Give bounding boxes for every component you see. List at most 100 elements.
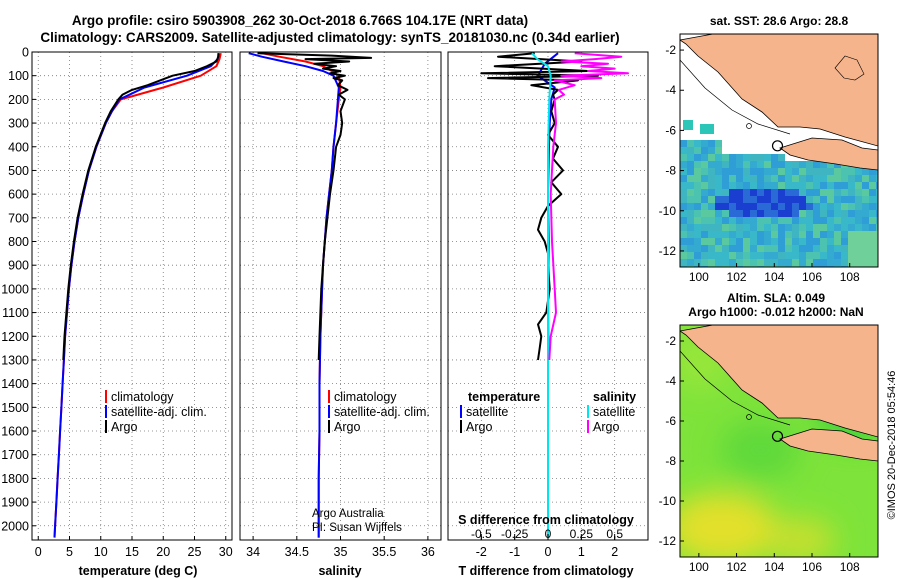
sst-cell bbox=[869, 245, 876, 252]
sst-cell bbox=[729, 203, 736, 210]
sst-cell bbox=[848, 238, 855, 245]
sla-map-frame bbox=[679, 324, 879, 558]
sst-cell bbox=[813, 259, 820, 266]
y-tick-label: 1800 bbox=[1, 472, 29, 486]
java-land bbox=[779, 428, 878, 462]
sst-cell bbox=[834, 168, 841, 175]
sst-cell bbox=[827, 182, 834, 189]
sst-cell bbox=[855, 210, 862, 217]
sst-cell bbox=[729, 154, 736, 161]
annotation-pi: PI: Susan Wijffels bbox=[312, 522, 402, 534]
sst-cell bbox=[736, 189, 743, 196]
sst-cell bbox=[813, 161, 820, 168]
sst-cell bbox=[792, 210, 799, 217]
sst-cell bbox=[806, 231, 813, 238]
sst-cell bbox=[722, 161, 729, 168]
sst-cell bbox=[841, 245, 848, 252]
bathymetry-contour bbox=[680, 350, 791, 426]
sst-cell bbox=[785, 224, 792, 231]
sst-cell bbox=[743, 259, 750, 266]
sst-cell bbox=[722, 182, 729, 189]
sst-cell bbox=[694, 203, 701, 210]
sst-cell bbox=[687, 245, 694, 252]
sst-cell bbox=[708, 245, 715, 252]
sst-cell bbox=[687, 231, 694, 238]
sst-cell bbox=[743, 196, 750, 203]
sst-cell bbox=[771, 210, 778, 217]
sst-cell bbox=[729, 175, 736, 182]
sst-cell bbox=[757, 224, 764, 231]
sst-cell bbox=[694, 182, 701, 189]
sst-cell bbox=[792, 182, 799, 189]
sst-cell bbox=[841, 231, 848, 238]
sst-cell bbox=[743, 161, 750, 168]
sst-cell bbox=[841, 182, 848, 189]
sst-cell bbox=[715, 252, 722, 259]
sst-cell bbox=[680, 182, 687, 189]
sst-cell bbox=[848, 210, 855, 217]
sst-cell bbox=[778, 203, 785, 210]
sst-cell bbox=[701, 252, 708, 259]
sst-cell bbox=[708, 168, 715, 175]
sst-cell bbox=[722, 168, 729, 175]
sst-cell bbox=[764, 196, 771, 203]
sst-cell bbox=[806, 203, 813, 210]
sst-cell bbox=[848, 245, 855, 252]
sst-cell bbox=[876, 168, 878, 175]
sst-cell bbox=[799, 196, 806, 203]
sst-cell bbox=[869, 259, 876, 266]
sst-cell bbox=[764, 245, 771, 252]
series-line-satellite-adj-clim- bbox=[248, 52, 340, 538]
sst-cell bbox=[757, 154, 764, 161]
sst-cell bbox=[827, 245, 834, 252]
sst-cell bbox=[708, 252, 715, 259]
sst-cell bbox=[715, 175, 722, 182]
sst-cell bbox=[771, 168, 778, 175]
x-tick-label: 2 bbox=[611, 545, 618, 559]
sst-cell bbox=[855, 175, 862, 182]
map-x-tick-label: 102 bbox=[727, 270, 747, 284]
map-y-tick-label: -2 bbox=[665, 334, 676, 348]
sst-cell bbox=[750, 182, 757, 189]
sst-cell bbox=[778, 189, 785, 196]
sst-cell bbox=[736, 231, 743, 238]
sst-cell bbox=[785, 203, 792, 210]
sst-cell bbox=[771, 224, 778, 231]
sst-cell bbox=[701, 203, 708, 210]
y-tick-label: 1500 bbox=[1, 401, 29, 415]
sst-cell bbox=[862, 182, 869, 189]
t-difference-xlabel: T difference from climatology bbox=[458, 564, 633, 578]
sst-cell bbox=[708, 224, 715, 231]
x-tick-label: -1 bbox=[509, 545, 520, 559]
sst-cell bbox=[757, 189, 764, 196]
sst-cell bbox=[834, 245, 841, 252]
sst-cell bbox=[834, 210, 841, 217]
sst-cell bbox=[806, 252, 813, 259]
sst-cell bbox=[694, 161, 701, 168]
sst-cell bbox=[687, 238, 694, 245]
sst-cell bbox=[743, 210, 750, 217]
java-land bbox=[779, 137, 878, 171]
s-tick-label: 0.25 bbox=[570, 527, 594, 541]
sst-cell bbox=[841, 252, 848, 259]
sst-cell bbox=[813, 231, 820, 238]
map-x-tick-label: 104 bbox=[764, 270, 784, 284]
sst-cell bbox=[813, 182, 820, 189]
sst-cell bbox=[764, 175, 771, 182]
sst-cell bbox=[771, 217, 778, 224]
sst-cell bbox=[687, 217, 694, 224]
sst-cell bbox=[848, 217, 855, 224]
series-line-climatology bbox=[261, 52, 342, 538]
sst-cell bbox=[729, 252, 736, 259]
sst-cell bbox=[715, 154, 722, 161]
sst-cell bbox=[680, 217, 687, 224]
sst-cell bbox=[757, 182, 764, 189]
temperature-legend: climatology satellite-adj. clim. Argo bbox=[105, 390, 207, 434]
temperature-grid bbox=[32, 51, 232, 540]
plot-title-line2: Climatology: CARS2009. Satellite-adjuste… bbox=[40, 30, 619, 45]
sst-cell bbox=[876, 245, 878, 252]
sst-cell bbox=[785, 238, 792, 245]
y-tick-label: 100 bbox=[8, 69, 29, 83]
sst-cell bbox=[771, 175, 778, 182]
sst-cell bbox=[841, 238, 848, 245]
